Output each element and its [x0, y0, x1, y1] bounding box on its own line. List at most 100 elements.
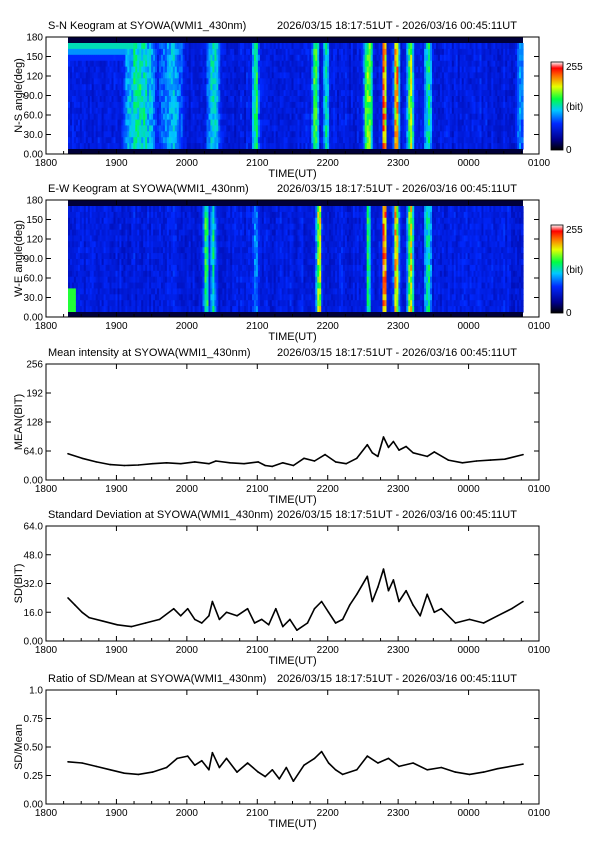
keogram-cell [194, 96, 198, 103]
keogram-cell [240, 131, 243, 138]
keogram-cell [178, 101, 182, 109]
keogram-cell [75, 131, 79, 138]
keogram-cell [97, 54, 101, 62]
keogram-cell [228, 84, 231, 91]
keogram-cell [305, 43, 308, 50]
keogram-cell [321, 90, 324, 97]
keogram-cell [218, 60, 221, 68]
keogram-cell [151, 84, 154, 91]
keogram-cell [70, 235, 73, 242]
keogram-cell [412, 96, 415, 103]
keogram-cell [149, 137, 152, 144]
keogram-cell [426, 119, 429, 127]
keogram-cell [445, 143, 449, 150]
keogram-cell [348, 119, 352, 127]
keogram-cell [271, 84, 275, 91]
keogram-cell [75, 294, 79, 301]
keogram-cell [72, 96, 75, 103]
keogram-cell [85, 43, 89, 50]
keogram-cell [515, 78, 518, 85]
keogram-cell [499, 90, 502, 97]
keogram-cell [513, 43, 516, 50]
keogram-cell [119, 264, 122, 272]
keogram-cell [287, 113, 291, 121]
keogram-cell [182, 107, 186, 115]
keogram-cell [388, 60, 392, 68]
keogram-cell [204, 119, 208, 127]
keogram-cell [85, 276, 89, 284]
keogram-cell [70, 206, 73, 213]
keogram-cell [252, 90, 255, 97]
keogram-cell [345, 84, 348, 91]
keogram-cell [319, 96, 322, 103]
keogram-cell [503, 143, 506, 150]
keogram-cell [232, 96, 235, 103]
keogram-cell [293, 60, 297, 68]
keogram-cell [99, 84, 103, 91]
keogram-cell [360, 143, 364, 150]
keogram-cell [123, 66, 126, 74]
keogram-cell [461, 48, 465, 56]
keogram-cell [151, 235, 154, 242]
keogram-cell [79, 72, 83, 79]
keogram-cell [101, 217, 105, 225]
keogram-cell [463, 54, 467, 62]
keogram-cell [252, 84, 255, 91]
keogram-cell [143, 54, 146, 62]
keogram-cell [103, 206, 107, 213]
keogram-cell [143, 300, 146, 307]
keogram-cell [149, 270, 152, 278]
keogram-cell [145, 119, 148, 127]
keogram-cell [99, 259, 103, 266]
keogram-cell [430, 48, 433, 56]
keogram-cell [216, 66, 219, 74]
keogram-cell [303, 72, 306, 79]
keogram-cell [420, 54, 423, 62]
keogram-cell [451, 54, 455, 62]
keogram-cell [131, 101, 134, 109]
keogram-cell [176, 113, 180, 121]
keogram-cell [141, 253, 144, 260]
keogram-cell [240, 143, 243, 150]
keogram-cell [327, 113, 330, 121]
keogram-cell [70, 96, 73, 103]
keogram-cell [331, 119, 334, 127]
keogram-cell [350, 113, 354, 121]
keogram-cell [145, 247, 148, 254]
keogram-cell [95, 270, 99, 278]
keogram-cell [341, 101, 344, 109]
keogram-cell [218, 78, 221, 85]
keogram-cell [453, 107, 457, 115]
keogram-cell [493, 60, 496, 68]
keogram-cell [275, 43, 279, 50]
keogram-cell [283, 90, 287, 97]
keogram-cell [267, 90, 271, 97]
keogram-cell [271, 107, 275, 115]
keogram-cell [267, 125, 271, 132]
keogram-cell [72, 107, 75, 115]
keogram-cell [170, 84, 174, 91]
keogram-cell [358, 60, 362, 68]
keogram-cell [321, 101, 324, 109]
keogram-cell [388, 119, 392, 127]
keogram-cell [273, 48, 277, 56]
keogram-cell [263, 143, 267, 150]
keogram-cell [85, 137, 89, 144]
keogram-cell [265, 143, 269, 150]
keogram-cell [220, 78, 223, 85]
keogram-cell [291, 43, 295, 50]
keogram-cell [133, 143, 136, 150]
keogram-cell [188, 66, 192, 74]
keogram-cell [95, 66, 99, 74]
keogram-cell [250, 137, 253, 144]
keogram-cell [81, 294, 85, 301]
keogram-cell [319, 54, 322, 62]
keogram-cell [103, 54, 107, 62]
keogram-cell [273, 101, 277, 109]
keogram-cell [198, 66, 202, 74]
keogram-cell [503, 119, 506, 127]
keogram-cell [79, 48, 83, 56]
keogram-cell [72, 48, 75, 56]
keogram-cell [432, 78, 435, 85]
keogram-cell [362, 90, 366, 97]
